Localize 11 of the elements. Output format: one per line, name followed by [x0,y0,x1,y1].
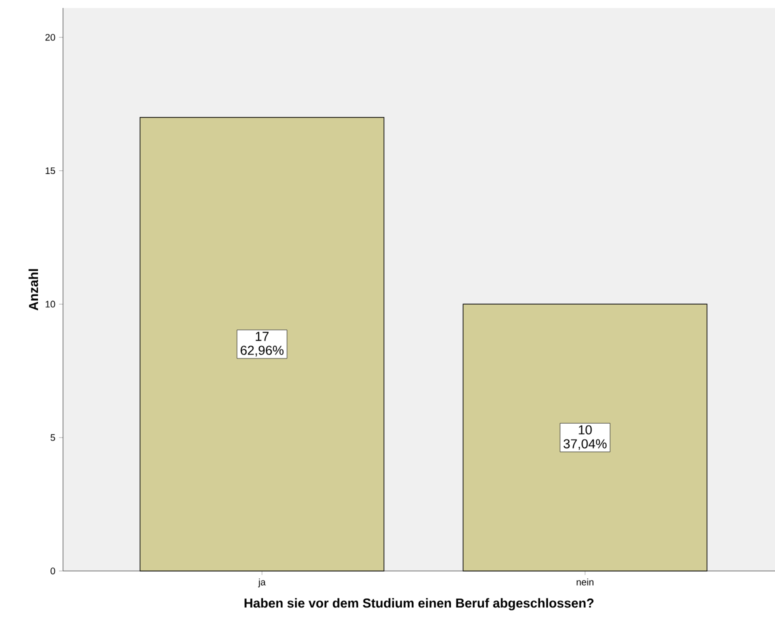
y-tick-label: 15 [46,167,56,174]
data-label: 17 62,96% [240,332,284,356]
y-tick-label: 20 [45,34,56,41]
y-tick-label: 0 [50,568,56,574]
x-axis-title: Haben sie vor dem Studium einen Beruf abgeschlossen? [244,598,594,610]
y-tick-label: 5 [50,434,56,441]
x-tick-label: nein [576,578,594,586]
y-axis-title: Anzahl [28,269,38,310]
y-tick-label: 10 [46,300,56,308]
data-label: 10 37,04% [564,425,607,450]
x-tick-label: ja [258,578,266,588]
